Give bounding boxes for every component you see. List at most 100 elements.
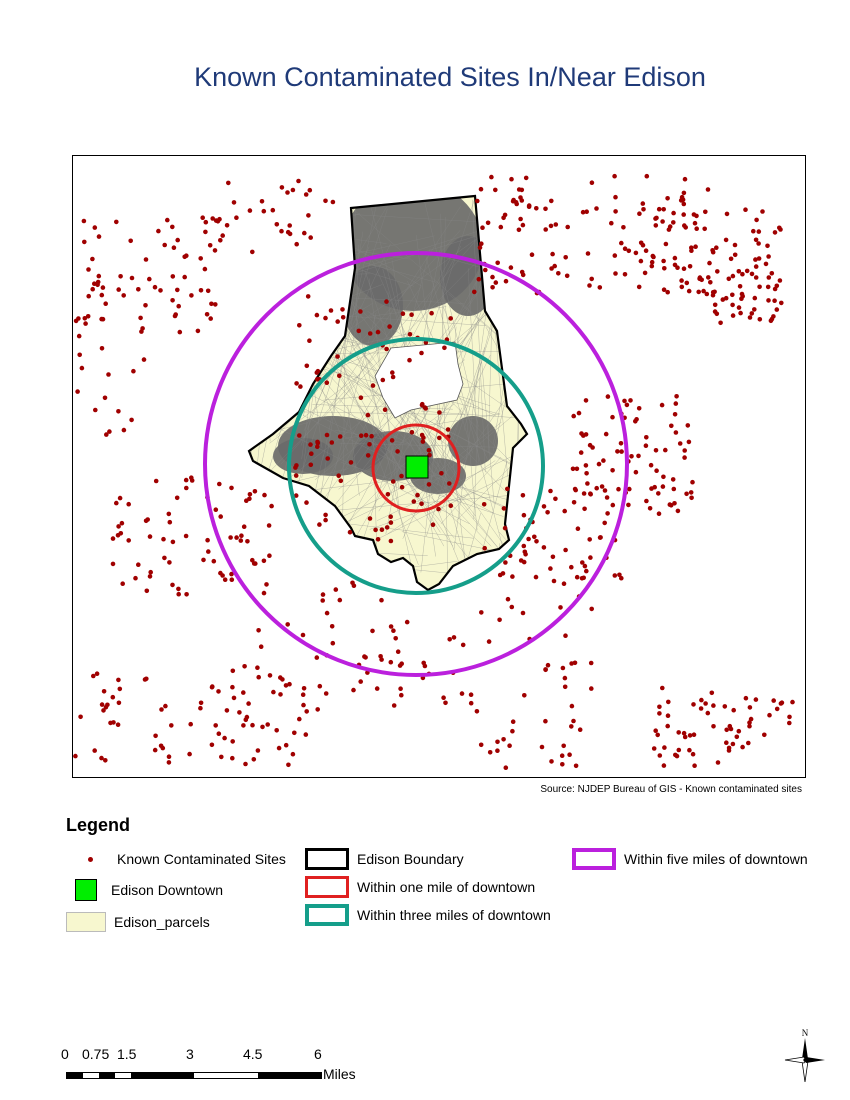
contaminated-site-dot (526, 536, 531, 542)
contaminated-site-dot (572, 486, 578, 492)
contaminated-site-dot (292, 730, 297, 736)
contaminated-site-dot (415, 492, 420, 498)
contaminated-site-dot (649, 259, 655, 265)
contaminated-site-dot (224, 223, 230, 228)
contaminated-site-dot (571, 413, 576, 419)
contaminated-site-dot (202, 266, 208, 272)
contaminated-site-dot (636, 406, 642, 411)
contaminated-site-dot (211, 558, 217, 564)
contaminated-site-dot (426, 448, 432, 453)
contaminated-site-dot (116, 524, 121, 529)
contaminated-site-dot (106, 372, 111, 377)
contaminated-site-dot (541, 504, 547, 509)
contaminated-site-dot (243, 717, 249, 723)
contaminated-site-dot (711, 703, 716, 708)
contaminated-site-dot (307, 338, 312, 343)
contaminated-site-dot (231, 200, 237, 205)
contaminated-site-dot (212, 248, 218, 253)
contaminated-site-dot (501, 737, 506, 742)
contaminated-site-dot (259, 199, 265, 204)
contaminated-site-dot (309, 451, 314, 457)
contaminated-site-dot (303, 732, 309, 737)
contaminated-site-dot (203, 219, 209, 225)
contaminated-site-dot (255, 665, 260, 670)
contaminated-site-dot (317, 683, 323, 689)
contaminated-site-dot (756, 256, 762, 261)
contaminated-site-dot (686, 288, 692, 294)
contaminated-site-dot (589, 180, 595, 185)
contaminated-site-dot (753, 237, 759, 243)
contaminated-site-dot (589, 686, 594, 691)
contaminated-site-dot (545, 662, 551, 668)
contaminated-site-dot (170, 224, 175, 230)
contaminated-site-dot (604, 495, 610, 500)
contaminated-site-dot (490, 274, 495, 280)
contaminated-site-dot (541, 545, 547, 550)
contaminated-site-dot (493, 187, 498, 193)
contaminated-site-dot (144, 588, 150, 594)
contaminated-site-dot (689, 495, 694, 501)
contaminated-site-dot (509, 604, 515, 610)
contaminated-site-dot (329, 440, 335, 445)
contaminated-site-dot (153, 478, 159, 484)
contaminated-site-dot (287, 681, 292, 687)
contaminated-site-dot (216, 731, 222, 736)
contaminated-site-dot (287, 223, 292, 228)
contaminated-site-dot (757, 317, 763, 322)
contaminated-site-dot (102, 395, 108, 401)
contaminated-site-dot (522, 549, 528, 555)
contaminated-site-dot (175, 237, 180, 243)
contaminated-site-dot (230, 668, 236, 674)
contaminated-site-dot (486, 639, 492, 644)
contaminated-site-dot (426, 482, 432, 487)
contaminated-site-dot (619, 240, 624, 246)
legend-label: Edison_parcels (114, 914, 210, 930)
contaminated-site-dot (548, 488, 553, 494)
contaminated-site-dot (594, 485, 599, 491)
map-frame[interactable] (72, 155, 806, 778)
contaminated-site-dot (436, 506, 441, 512)
contaminated-site-dot (651, 254, 656, 260)
contaminated-site-dot (747, 720, 752, 725)
contaminated-site-dot (358, 395, 364, 400)
contaminated-site-dot (323, 517, 328, 523)
contaminated-site-dot (171, 245, 177, 250)
contaminated-site-dot (285, 229, 291, 235)
one-mile-ring (371, 423, 461, 513)
contaminated-site-dot (659, 402, 665, 408)
contaminated-site-dot (667, 502, 673, 507)
contaminated-site-dot (367, 331, 373, 336)
contaminated-site-dot (516, 187, 522, 192)
contaminated-site-dot (767, 712, 772, 718)
contaminated-site-dot (629, 454, 634, 459)
contaminated-site-dot (660, 484, 666, 489)
contaminated-site-dot (673, 430, 679, 435)
contaminated-site-dot (152, 284, 158, 290)
contaminated-site-dot (358, 433, 364, 439)
contaminated-site-dot (136, 287, 141, 292)
contaminated-site-dot (358, 309, 363, 314)
contaminated-site-dot (283, 683, 289, 688)
contaminated-site-dot (110, 536, 116, 541)
contaminated-site-dot (561, 581, 567, 586)
contaminated-site-dot (532, 534, 537, 540)
legend-item-contaminated-sites: Known Contaminated Sites (64, 851, 286, 867)
contaminated-site-dot (690, 751, 696, 757)
contaminated-site-dot (683, 225, 688, 230)
contaminated-site-dot (561, 743, 566, 749)
contaminated-site-dot (335, 319, 341, 324)
contaminated-site-dot (198, 700, 204, 706)
contaminated-site-dot (451, 635, 457, 640)
contaminated-site-dot (676, 747, 682, 753)
contaminated-site-dot (507, 743, 512, 748)
contaminated-site-dot (689, 248, 694, 253)
contaminated-site-dot (665, 713, 671, 718)
map-canvas[interactable] (73, 156, 805, 777)
contaminated-site-dot (115, 533, 121, 538)
contaminated-site-dot (85, 314, 91, 319)
contaminated-site-dot (572, 660, 578, 666)
contaminated-site-dot (242, 664, 247, 669)
contaminated-site-dot (347, 529, 353, 535)
contaminated-site-dot (245, 539, 250, 544)
contaminated-site-dot (419, 501, 424, 507)
